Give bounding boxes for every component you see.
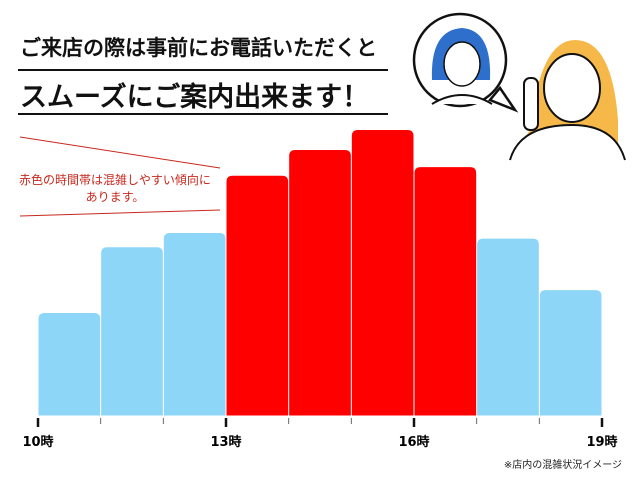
x-tick-label: 13時 — [210, 434, 241, 450]
bar-17-18 — [477, 238, 539, 416]
annotation-line — [19, 136, 221, 169]
caption: ※店内の混雑状況イメージ — [503, 460, 622, 471]
bar-12-13 — [163, 232, 226, 416]
annotation-line — [19, 209, 221, 217]
annotation-line2: あります。 — [85, 190, 145, 204]
bar-10-11 — [38, 313, 101, 416]
two-people-on-phone-illustration — [412, 12, 626, 161]
headline-line2: スムーズにご案内出来ます！ — [20, 82, 370, 113]
divider — [18, 113, 388, 115]
busy-annotation: 赤色の時間帯は混雑しやすい傾向に あります。 — [10, 172, 220, 206]
bar-11-12 — [101, 247, 163, 416]
bar-14-15 — [289, 150, 351, 416]
x-tick-label: 10時 — [22, 434, 53, 450]
divider — [18, 69, 388, 71]
x-tick-label: 16時 — [398, 434, 429, 450]
bar-16-17 — [414, 167, 477, 416]
bar-18-19 — [539, 290, 602, 416]
bar-13-14 — [226, 175, 289, 416]
bar-15-16 — [351, 130, 414, 416]
annotation-line1: 赤色の時間帯は混雑しやすい傾向に — [19, 173, 211, 187]
x-tick-label: 19時 — [586, 434, 617, 450]
headline-line1: ご来店の際は事前にお電話いただくと — [20, 36, 377, 60]
